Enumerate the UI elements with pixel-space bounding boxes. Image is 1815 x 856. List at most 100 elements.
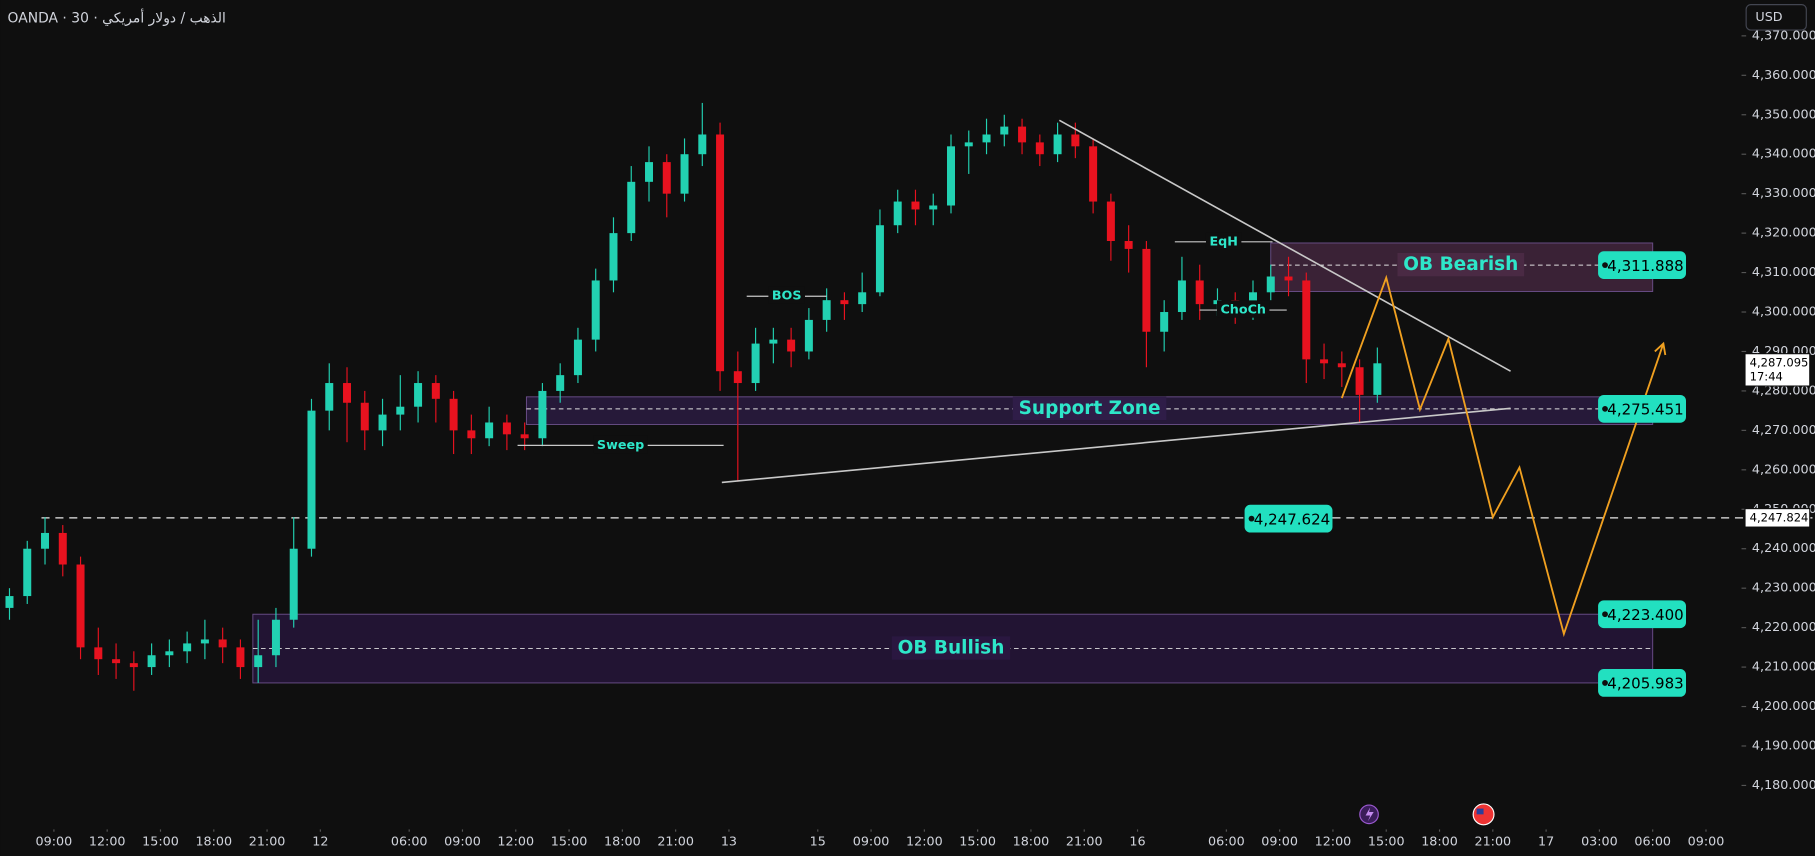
label-background [1216,300,1270,318]
candle-body [1053,134,1062,155]
x-tick-label: 03:00 [1581,834,1618,849]
candle-body [573,339,582,376]
candle-body [911,201,920,210]
candle-body [325,383,334,411]
candle-body [733,371,742,384]
candle-body [751,343,760,384]
price-tag [1598,669,1686,697]
x-tick-label: 13 [721,834,737,849]
candle-body [58,532,67,565]
label-background [1205,232,1242,250]
last-price-label: 4,287.095 [1750,355,1809,369]
candle-body [893,201,902,226]
candle-body [94,647,103,660]
y-tick-label: 4,260.000 [1752,461,1815,476]
candle-body [520,434,529,439]
candle-body [822,300,831,320]
currency-label[interactable]: USD [1755,9,1782,24]
price-tag-dot [1602,262,1608,269]
candle-body [200,639,209,644]
flag-icon[interactable] [1472,803,1495,826]
candle-body [467,430,476,439]
candle-body [414,383,423,407]
candle-body [1195,280,1204,305]
candle-body [396,406,405,415]
candle-body [1355,367,1364,395]
candle-body [1373,363,1382,395]
price-tag-label: 4,205.983 [1607,675,1683,693]
price-tag-dot [1602,680,1608,686]
annotation-label: EqH [1209,233,1237,248]
y-tick-label: 4,340.000 [1752,146,1815,161]
candle-body [538,390,547,439]
candle-body [236,647,245,668]
candle-body [502,422,511,435]
price-tag-label: 4,311.888 [1607,257,1683,275]
x-tick-label: 06:00 [391,834,428,849]
candle-body [1160,312,1169,332]
candle-body [183,643,192,652]
candle-body [787,339,796,352]
candle-body [1142,248,1151,332]
x-tick-label: 15:00 [551,834,588,849]
zone-label: OB Bearish [1403,254,1518,275]
candle-body [698,134,707,155]
y-tick-label: 4,200.000 [1752,698,1815,713]
x-tick-label: 17 [1538,834,1554,849]
candle-body [129,663,138,668]
projection-path [1340,274,1665,638]
candle-body [840,300,849,305]
y-tick-label: 4,230.000 [1752,580,1815,595]
x-tick-label: 18:00 [1013,834,1050,849]
candle-body [485,422,494,439]
label-background [1012,396,1167,421]
x-tick-label: 12:00 [497,834,534,849]
trendline [1058,119,1511,372]
x-tick-label: 09:00 [444,834,481,849]
x-tick-label: 18:00 [195,834,232,849]
candle-body [556,375,565,391]
candle-body [1337,363,1346,368]
x-tick-label: 09:00 [853,834,890,849]
lightning-icon [1365,807,1374,822]
label-background [1397,252,1525,277]
currency-button[interactable] [1745,4,1807,31]
label-background [891,636,1011,660]
y-tick-label: 4,190.000 [1752,737,1815,752]
zone-label: OB Bullish [898,638,1005,659]
x-tick-label: 12:00 [89,834,126,849]
candle-body [1071,134,1080,147]
candle-body [147,655,156,668]
x-tick-label: 21:00 [249,834,286,849]
candle-body [112,659,121,664]
candle-body [627,181,636,234]
candle-body [1266,276,1275,293]
candle-body [609,233,618,281]
x-tick-label: 12:00 [1315,834,1352,849]
price-tag-label: 4,223.400 [1607,606,1683,624]
candle-body [1284,276,1293,281]
annotation-label: BOS [772,288,802,303]
candle-body [5,596,14,608]
x-tick-label: 18:00 [1421,834,1458,849]
x-tick-label: 18:00 [604,834,641,849]
last-price-tag [1744,353,1811,387]
candle-body [1089,146,1098,202]
x-tick-label: 15:00 [959,834,996,849]
price-tag-label: 4,247.624 [1254,510,1330,528]
y-tick-label: 4,350.000 [1752,106,1815,121]
x-tick-label: 06:00 [1208,834,1245,849]
price-tag [1598,394,1686,423]
y-tick-label: 4,320.000 [1752,225,1815,240]
x-tick-label: 09:00 [36,834,73,849]
candle-body [343,383,352,403]
candle-body [431,383,440,399]
candle-body [360,402,369,431]
x-tick-label: 06:00 [1634,834,1671,849]
x-tick-label: 09:00 [1688,834,1725,849]
price-tag [1598,251,1686,280]
candle-body [271,619,280,656]
candle-body [804,319,813,352]
